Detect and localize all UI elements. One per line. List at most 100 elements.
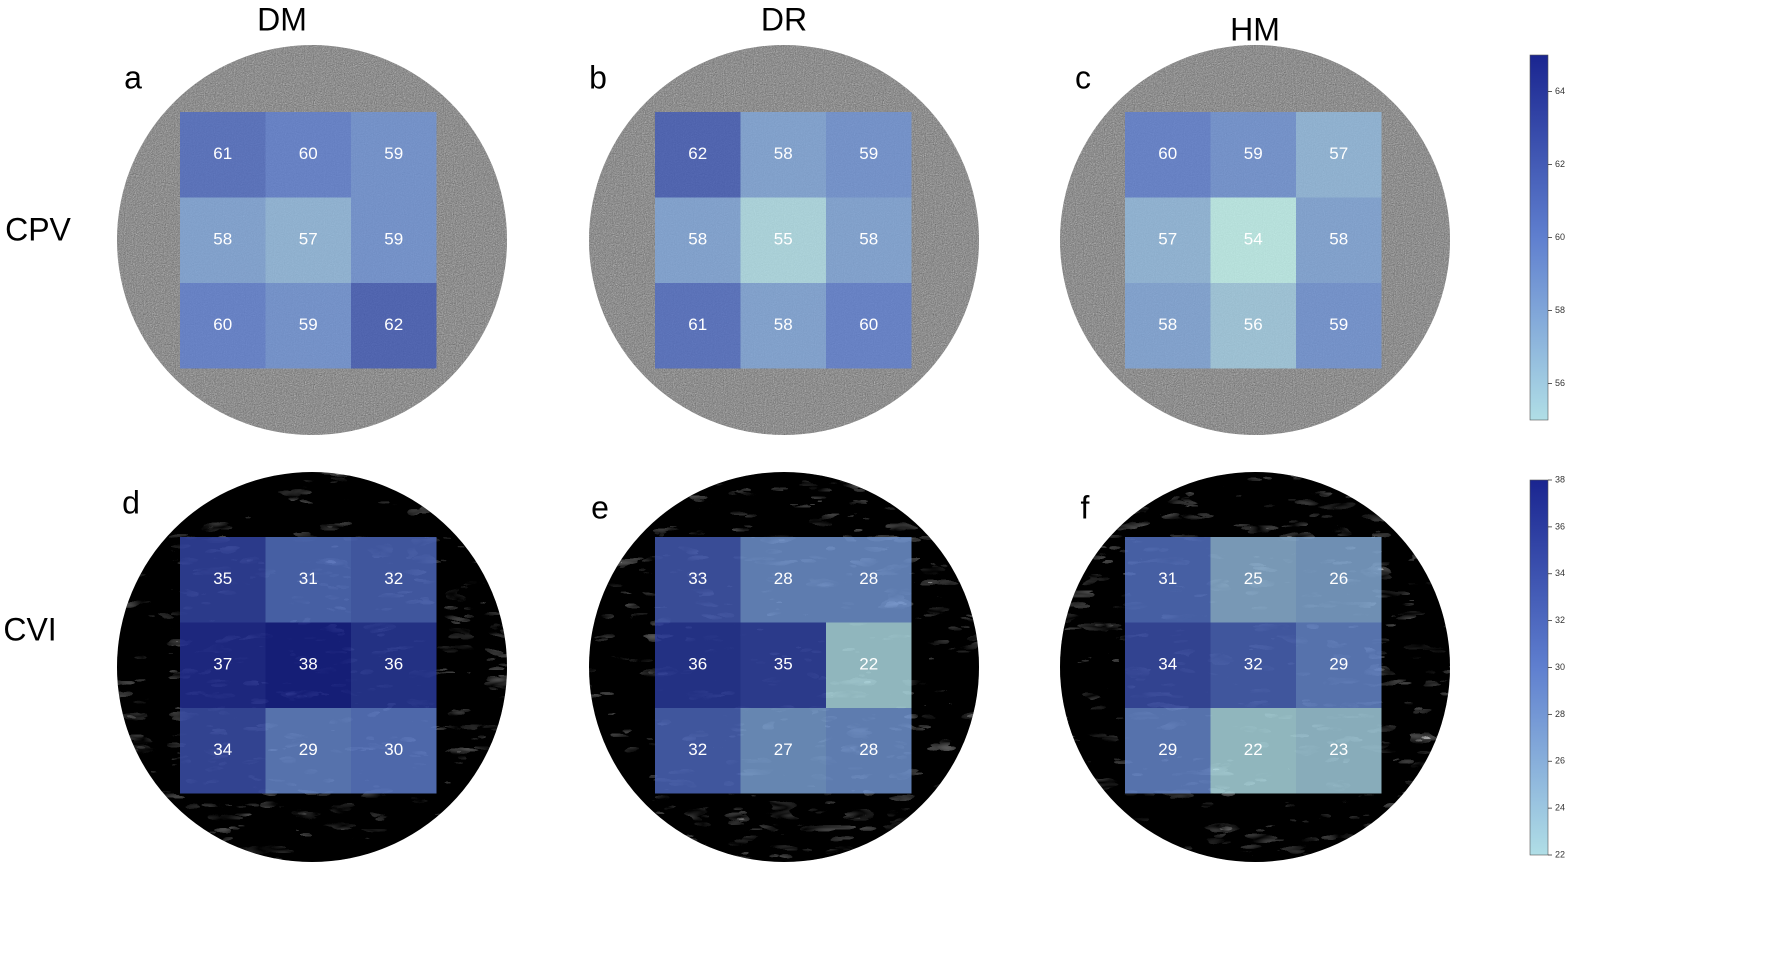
- cell-value: 58: [774, 144, 793, 163]
- colorbar-tick-label: 64: [1555, 86, 1565, 96]
- cell-value: 32: [384, 569, 403, 588]
- panel-letter: c: [1075, 59, 1091, 95]
- cell-value: 28: [774, 569, 793, 588]
- heat-cell: [265, 622, 351, 708]
- heat-cell: [1210, 622, 1296, 708]
- panel-letter: b: [589, 59, 607, 95]
- panel-letter: f: [1081, 489, 1090, 525]
- heat-cell: [1296, 708, 1382, 794]
- heat-cell: [265, 112, 351, 198]
- heat-cell: [1296, 537, 1382, 623]
- cell-value: 31: [299, 569, 318, 588]
- heat-cell: [826, 283, 912, 369]
- heat-cell: [265, 708, 351, 794]
- column-label: DR: [761, 1, 807, 37]
- cell-value: 57: [1158, 230, 1177, 249]
- heat-cell: [1125, 197, 1211, 283]
- cell-value: 58: [1158, 315, 1177, 334]
- heat-cell: [180, 197, 266, 283]
- cell-value: 58: [1329, 230, 1348, 249]
- cell-value: 34: [1158, 655, 1177, 674]
- cell-value: 22: [1244, 740, 1263, 759]
- cell-value: 60: [859, 315, 878, 334]
- cell-value: 23: [1329, 740, 1348, 759]
- cell-value: 27: [774, 740, 793, 759]
- heat-cell: [1296, 112, 1382, 198]
- cell-value: 62: [688, 144, 707, 163]
- colorbar-tick-label: 26: [1555, 756, 1565, 766]
- cell-value: 26: [1329, 569, 1348, 588]
- cell-value: 55: [774, 230, 793, 249]
- heat-cell: [655, 112, 741, 198]
- cell-value: 29: [299, 740, 318, 759]
- cell-value: 29: [1158, 740, 1177, 759]
- heat-cell: [826, 708, 912, 794]
- heat-cell: [1296, 622, 1382, 708]
- heat-cell: [826, 112, 912, 198]
- cell-value: 37: [213, 655, 232, 674]
- colorbar-tick-label: 58: [1555, 305, 1565, 315]
- panel-letter: d: [122, 484, 140, 520]
- heat-cell: [655, 622, 741, 708]
- cell-value: 62: [384, 315, 403, 334]
- cell-value: 36: [688, 655, 707, 674]
- heat-cell: [740, 283, 826, 369]
- colorbar-tick-label: 22: [1555, 849, 1565, 859]
- cell-value: 35: [774, 655, 793, 674]
- heat-cell: [265, 197, 351, 283]
- cell-value: 25: [1244, 569, 1263, 588]
- heat-cell: [1210, 197, 1296, 283]
- cell-value: 59: [1329, 315, 1348, 334]
- heat-cell: [180, 112, 266, 198]
- cell-value: 38: [299, 655, 318, 674]
- heat-cell: [740, 708, 826, 794]
- heat-cell: [265, 537, 351, 623]
- row-label: CPV: [5, 211, 71, 247]
- heat-cell: [655, 197, 741, 283]
- cell-value: 59: [384, 144, 403, 163]
- cell-value: 35: [213, 569, 232, 588]
- heat-cell: [180, 708, 266, 794]
- heat-cell: [655, 283, 741, 369]
- heat-cell: [1125, 537, 1211, 623]
- colorbar-tick-label: 38: [1555, 474, 1565, 484]
- heat-cell: [826, 622, 912, 708]
- cell-value: 32: [688, 740, 707, 759]
- cell-value: 32: [1244, 655, 1263, 674]
- cell-value: 28: [859, 740, 878, 759]
- heat-cell: [351, 197, 437, 283]
- cell-value: 58: [688, 230, 707, 249]
- heat-cell: [740, 537, 826, 623]
- colorbar-tick-label: 34: [1555, 568, 1565, 578]
- cell-value: 60: [299, 144, 318, 163]
- heat-cell: [655, 708, 741, 794]
- heat-cell: [655, 537, 741, 623]
- heat-cell: [740, 112, 826, 198]
- heat-cell: [180, 283, 266, 369]
- colorbar-tick-label: 30: [1555, 662, 1565, 672]
- heat-cell: [826, 197, 912, 283]
- heat-cell: [1125, 283, 1211, 369]
- heat-cell: [180, 537, 266, 623]
- cell-value: 56: [1244, 315, 1263, 334]
- panel-letter: e: [591, 489, 609, 525]
- heat-cell: [826, 537, 912, 623]
- cell-value: 54: [1244, 230, 1263, 249]
- cell-value: 60: [1158, 144, 1177, 163]
- heat-cell: [740, 622, 826, 708]
- colorbar: [1529, 54, 1549, 421]
- heat-cell: [1210, 283, 1296, 369]
- heat-cell: [180, 622, 266, 708]
- colorbar-tick-label: 60: [1555, 232, 1565, 242]
- colorbar-tick-label: 56: [1555, 378, 1565, 388]
- cell-value: 22: [859, 655, 878, 674]
- panel-letter: a: [124, 59, 142, 95]
- cell-value: 59: [1244, 144, 1263, 163]
- heat-cell: [351, 283, 437, 369]
- cell-value: 31: [1158, 569, 1177, 588]
- cell-value: 59: [859, 144, 878, 163]
- column-label: DM: [257, 1, 307, 37]
- cell-value: 29: [1329, 655, 1348, 674]
- heat-cell: [1125, 112, 1211, 198]
- heat-cell: [265, 283, 351, 369]
